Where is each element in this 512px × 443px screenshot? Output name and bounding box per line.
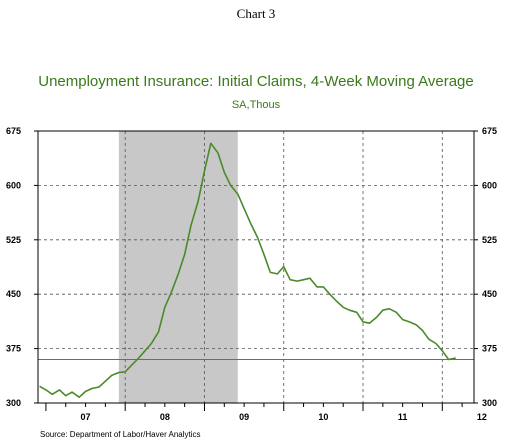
source-note: Source: Department of Labor/Haver Analyt… [40, 430, 201, 439]
x-tick-label: 07 [81, 412, 91, 422]
y-tick-label-left: 600 [6, 180, 21, 190]
plot-area: 300 300 375 375 450 450 525 525 600 600 675 675 07 08… [6, 126, 497, 422]
series-line [39, 142, 456, 398]
y-tick-label-left: 300 [6, 398, 21, 408]
y-tick-label-left: 375 [6, 344, 21, 354]
y-tick-label-right: 675 [482, 126, 497, 136]
x-tick-label: 12 [477, 412, 487, 422]
x-tick-label: 11 [398, 412, 408, 422]
y-tick-label-right: 450 [482, 289, 497, 299]
x-tick-label: 08 [160, 412, 170, 422]
y-tick-label-right: 375 [482, 344, 497, 354]
chart-title: Unemployment Insurance: Initial Claims, … [38, 73, 473, 90]
recession-shading [118, 131, 238, 403]
plot-frame [37, 130, 475, 404]
y-tick-label-left: 450 [6, 289, 21, 299]
chart-subtitle: SA,Thous [232, 99, 281, 111]
y-tick-label-right: 300 [482, 398, 497, 408]
y-tick-label-right: 525 [482, 235, 497, 245]
y-tick-label-left: 525 [6, 235, 21, 245]
x-tick-label: 09 [239, 412, 249, 422]
y-tick-label-right: 600 [482, 180, 497, 190]
y-tick-label-left: 675 [6, 126, 21, 136]
chart-number: Chart 3 [237, 6, 276, 21]
x-tick-label: 10 [318, 412, 328, 422]
